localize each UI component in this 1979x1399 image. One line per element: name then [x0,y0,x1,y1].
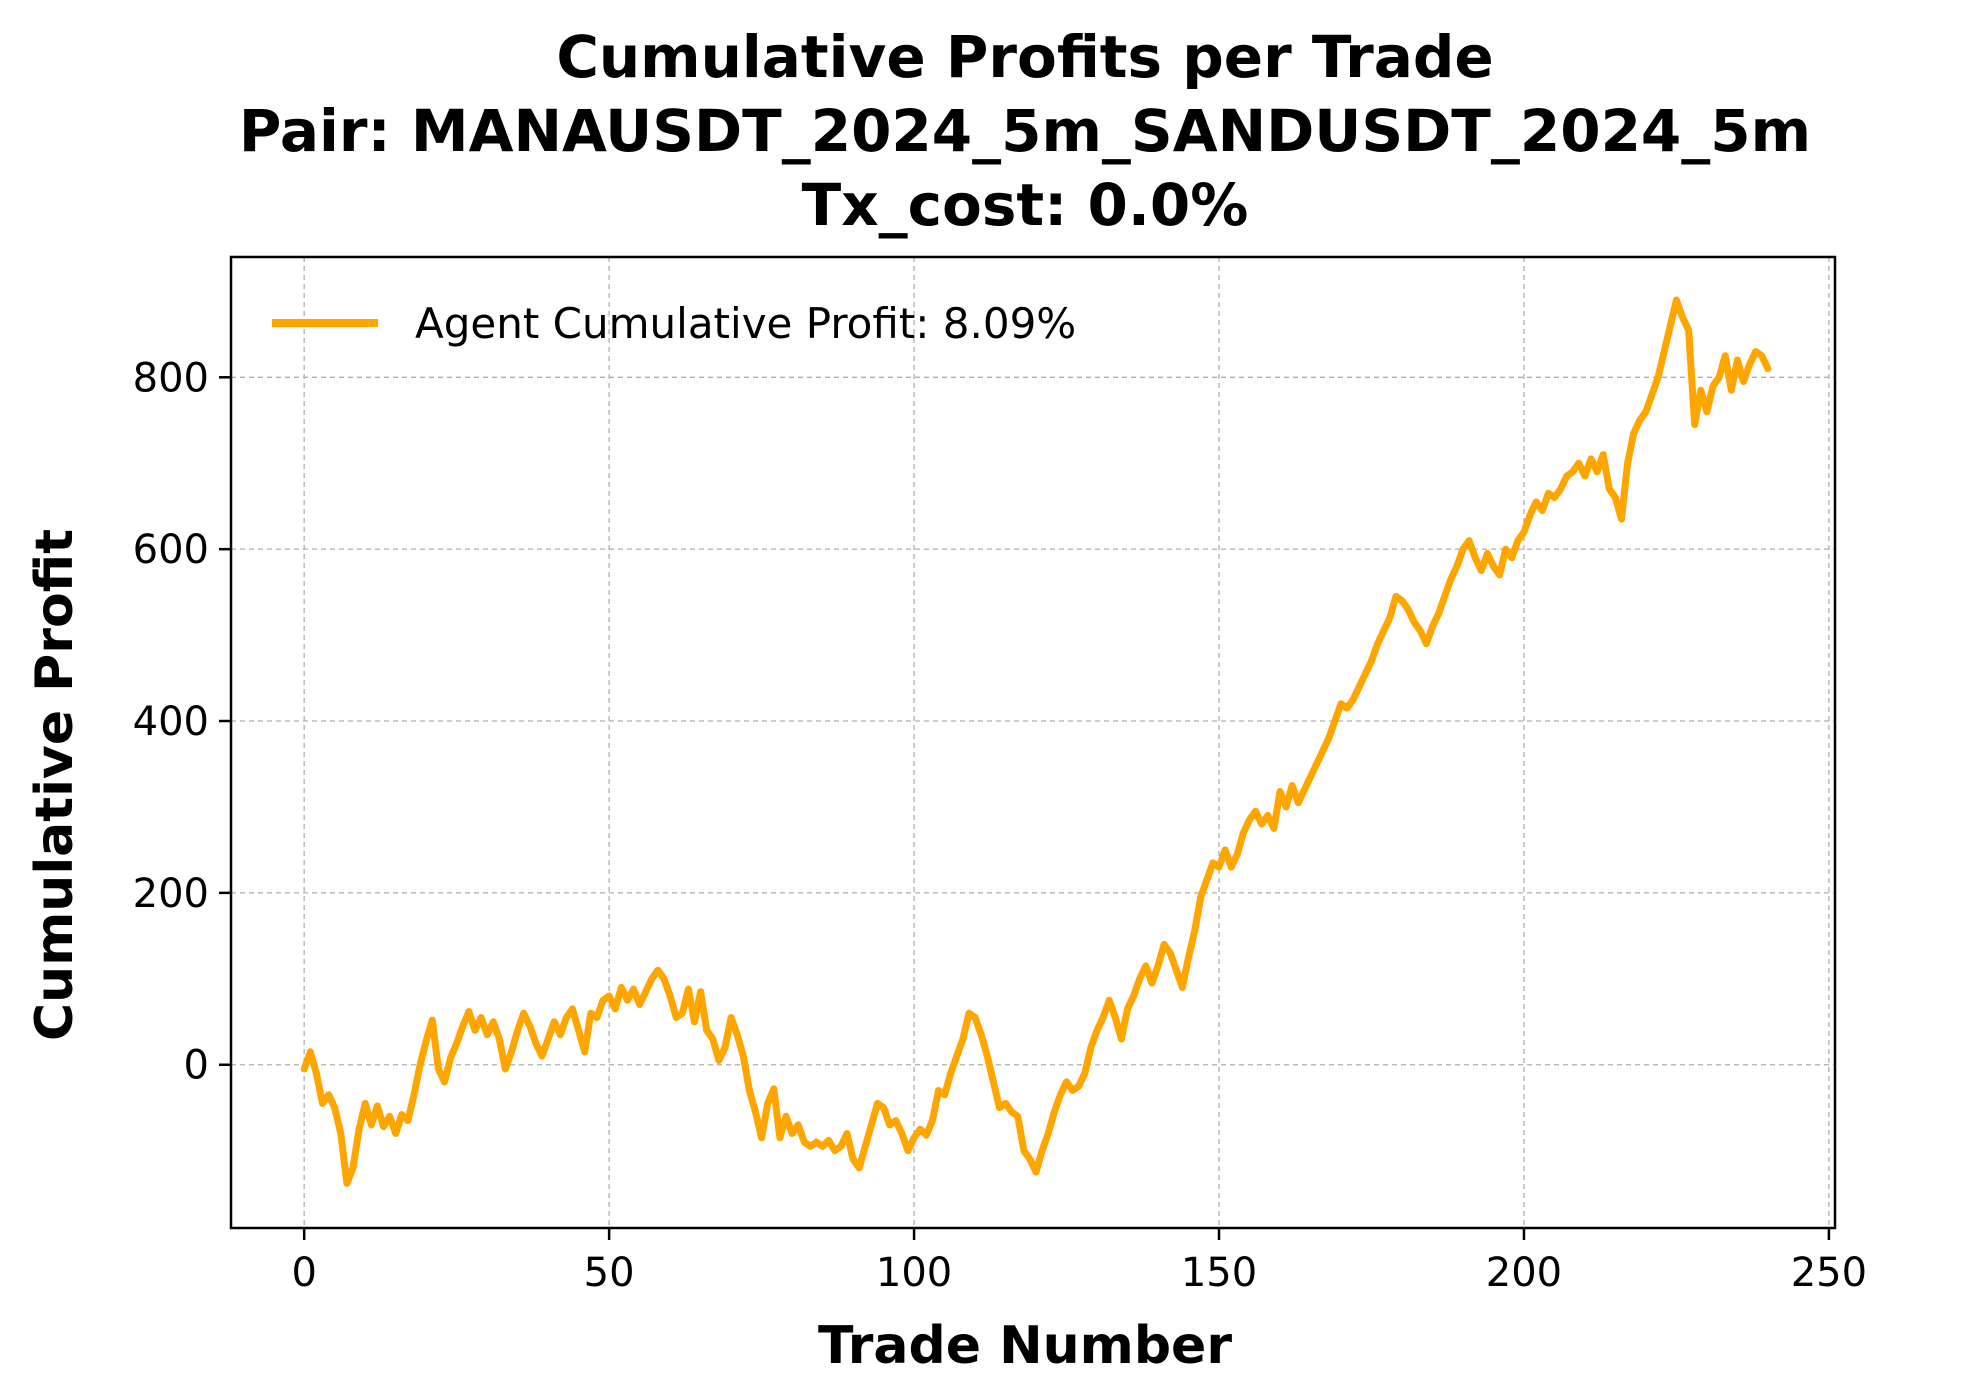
y-tick-label: 200 [133,871,209,917]
series-layer [300,296,1772,1187]
y-axis-label: Cumulative Profit [25,529,85,1041]
y-tick-label: 800 [133,355,209,401]
title-line-3: Tx_cost: 0.0% [802,171,1249,239]
x-tick-label: 250 [1791,1250,1867,1296]
axes-frame [229,255,1837,1230]
series-line [300,296,1772,1187]
y-axis-ticks: 0 200 400 600 800 [133,355,231,1089]
grid-lines [231,257,1835,1228]
x-tick-label: 100 [876,1250,952,1296]
x-tick-label: 0 [291,1250,316,1296]
x-tick-label: 150 [1181,1250,1257,1296]
y-tick-label: 400 [133,699,209,745]
x-axis-label: Trade Number [818,1316,1232,1376]
x-tick-label: 200 [1486,1250,1562,1296]
y-tick-label: 0 [184,1043,209,1089]
x-tick-label: 50 [584,1250,635,1296]
x-axis-ticks: 0 50 100 150 200 250 [291,1228,1867,1296]
y-tick-label: 600 [133,527,209,573]
chart-title: Cumulative Profits per Trade Pair: MANAU… [239,23,1811,239]
title-line-2: Pair: MANAUSDT_2024_5m_SANDUSDT_2024_5m [239,97,1811,165]
legend-label: Agent Cumulative Profit: 8.09% [415,299,1076,348]
legend: Agent Cumulative Profit: 8.09% [272,299,1076,348]
plot-frame [229,255,1837,1230]
title-line-1: Cumulative Profits per Trade [556,23,1493,91]
